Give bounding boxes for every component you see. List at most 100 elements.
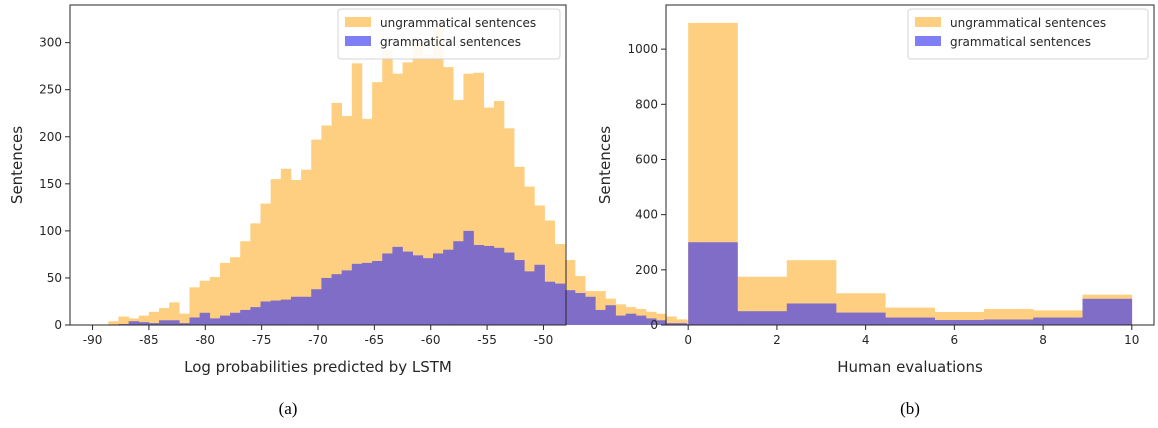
bar-grammatical (159, 320, 170, 325)
bar-grammatical (169, 320, 180, 325)
y-axis-label: Sentences (596, 126, 614, 204)
bar-ungrammatical (595, 291, 606, 325)
bar-grammatical (934, 320, 985, 325)
bar-ungrammatical (504, 128, 515, 325)
y-tick-label: 200 (635, 263, 658, 277)
bar-grammatical (786, 303, 837, 325)
bar-grammatical (270, 300, 282, 325)
legend-label: ungrammatical sentences (950, 16, 1106, 30)
bar-ungrammatical (199, 280, 211, 325)
bar-grammatical (564, 290, 576, 325)
bar-grammatical (483, 245, 495, 325)
bar-grammatical (544, 281, 556, 325)
y-tick-label: 0 (54, 318, 62, 332)
figure-caption: (a) (279, 399, 298, 418)
bar-grammatical (240, 309, 251, 325)
bar-ungrammatical (179, 313, 190, 325)
x-axis-label: Log probabilities predicted by LSTM (184, 358, 452, 376)
bar-ungrammatical (219, 262, 231, 325)
bar-ungrammatical (341, 116, 353, 325)
bar-grammatical (392, 246, 403, 325)
x-tick-label: -90 (83, 333, 103, 347)
bar-ungrammatical (240, 241, 251, 325)
x-tick-label: -60 (421, 333, 441, 347)
legend-label: grammatical sentences (380, 35, 521, 49)
bar-grammatical (250, 307, 261, 325)
bar-ungrammatical (148, 311, 160, 325)
y-tick-label: 300 (39, 36, 62, 50)
y-tick-label: 100 (39, 224, 62, 238)
figure-caption: (b) (900, 399, 920, 418)
bar-ungrammatical (656, 313, 667, 325)
bar-grammatical (595, 309, 606, 325)
legend-swatch (915, 36, 941, 46)
bar-ungrammatical (483, 107, 495, 326)
y-axis-label: Sentences (8, 126, 26, 204)
legend-swatch (915, 17, 941, 27)
y-tick-label: 250 (39, 83, 62, 97)
bar-grammatical (209, 318, 221, 325)
bar-grammatical (676, 323, 687, 325)
bar-ungrammatical (422, 54, 434, 325)
bar-grammatical (443, 249, 454, 325)
bar-grammatical (372, 261, 383, 325)
bar-ungrammatical (402, 62, 413, 325)
bar-ungrammatical (382, 50, 393, 325)
bar-grammatical (646, 318, 657, 325)
bar-ungrammatical (280, 168, 292, 325)
bar-ungrammatical (493, 101, 505, 325)
bar-ungrammatical (351, 63, 363, 326)
bar-grammatical (493, 247, 505, 325)
bar-grammatical (514, 260, 525, 325)
x-tick-label: 2 (773, 333, 781, 347)
bar-grammatical (230, 312, 241, 325)
bar-grammatical (199, 312, 211, 325)
bar-ungrammatical (108, 321, 119, 325)
x-tick-label: -75 (252, 333, 272, 347)
bar-ungrammatical (473, 72, 485, 325)
bar-grammatical (382, 253, 393, 325)
bar-grammatical (412, 255, 424, 325)
bar-ungrammatical (361, 118, 373, 325)
bar-ungrammatical (331, 102, 342, 325)
x-tick-label: 0 (684, 333, 692, 347)
bar-grammatical (554, 283, 566, 325)
bar-grammatical (260, 301, 271, 325)
bar-ungrammatical (676, 319, 687, 325)
bar-ungrammatical (443, 67, 454, 325)
bar-grammatical (402, 251, 413, 325)
y-tick-label: 150 (39, 177, 62, 191)
bar-grammatical (331, 274, 342, 325)
bar-grammatical (361, 262, 373, 325)
bar-ungrammatical (453, 100, 464, 325)
bar-ungrammatical (159, 308, 170, 325)
bar-grammatical (341, 270, 353, 325)
bar-grammatical (189, 317, 200, 325)
bar-grammatical (666, 323, 677, 325)
bar-grammatical (128, 321, 140, 325)
y-tick-label: 0 (650, 318, 658, 332)
bar-ungrammatical (169, 302, 180, 325)
bar-ungrammatical (321, 125, 332, 326)
x-tick-label: -65 (365, 333, 385, 347)
bar-ungrammatical (301, 169, 312, 325)
bar-grammatical (301, 296, 312, 325)
plot-frame (665, 4, 1155, 326)
bar-ungrammatical (260, 203, 271, 325)
bar-ungrammatical (392, 73, 403, 326)
x-tick-label: 6 (951, 333, 959, 347)
bar-grammatical (321, 277, 332, 325)
legend-box (337, 8, 561, 60)
y-tick-label: 600 (635, 152, 658, 166)
histogram-panel-b: 0 2 4 6 8 10 0 200 400 600 800 1000 Human evaluation… (596, 4, 1155, 418)
bar-ungrammatical (463, 73, 474, 326)
x-tick-label: 8 (1039, 333, 1047, 347)
bar-grammatical (432, 253, 444, 325)
legend-label: grammatical sentences (950, 35, 1091, 49)
bar-grammatical (615, 315, 627, 325)
bar-grammatical (635, 315, 647, 325)
y-tick-label: 50 (47, 271, 62, 285)
y-tick-label: 1000 (627, 42, 658, 56)
legend-label: ungrammatical sentences (380, 16, 536, 30)
